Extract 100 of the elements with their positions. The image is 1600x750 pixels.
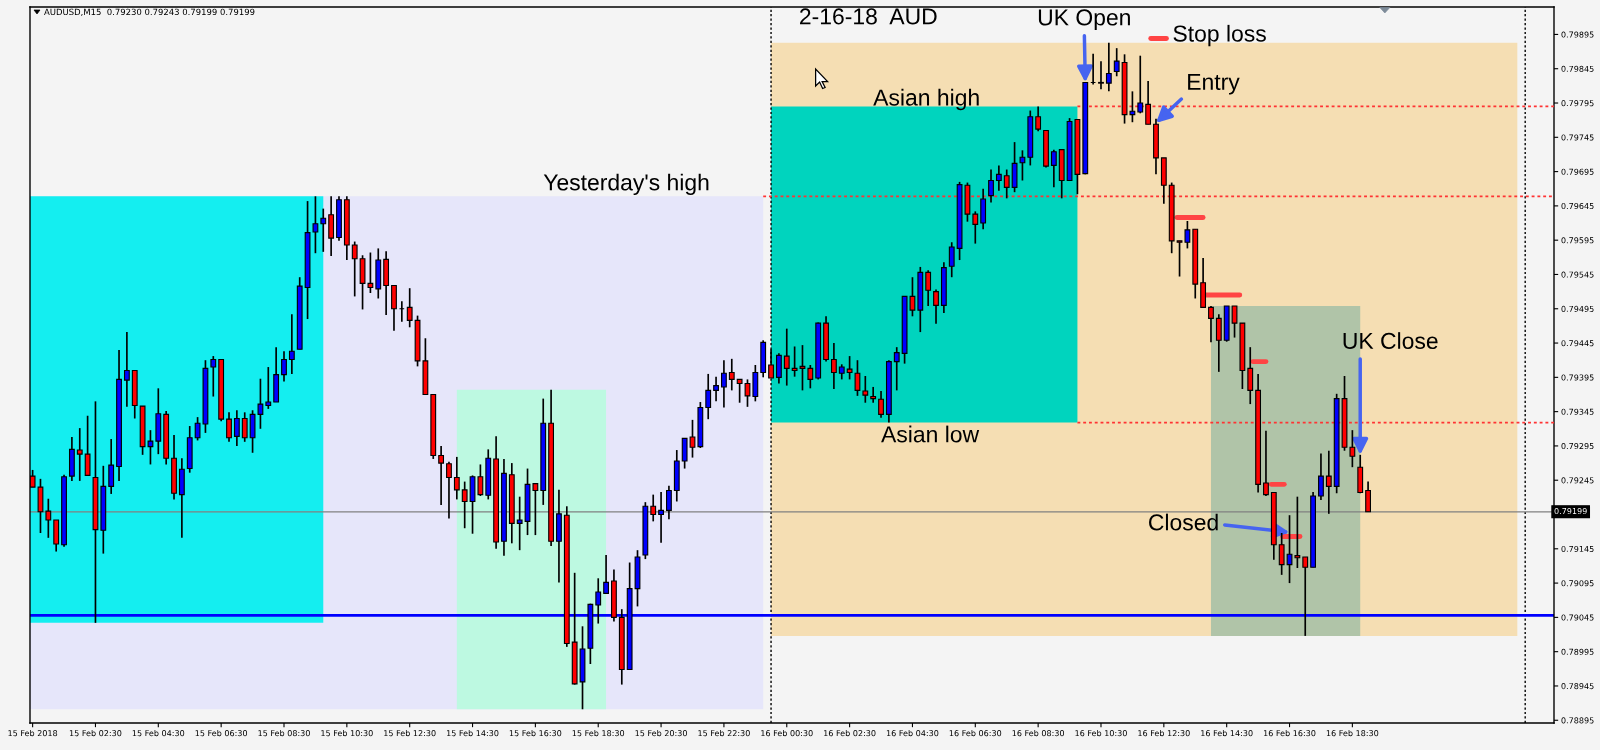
candlestick	[658, 491, 664, 544]
x-tick-label: 15 Feb 04:30	[132, 729, 185, 737]
candlestick	[226, 411, 232, 443]
y-tick-label: 0.79545	[1561, 271, 1594, 278]
candlestick	[1318, 452, 1324, 501]
annotation: Asian low	[881, 425, 980, 443]
y-tick-label: 0.79445	[1561, 340, 1594, 347]
candlestick	[893, 346, 900, 392]
x-tick-label: 15 Feb 14:30	[447, 729, 499, 737]
candlestick	[995, 164, 1002, 192]
ref-line-label: 0.79199	[1554, 508, 1587, 515]
x-tick-label: 15 Feb 18:30	[572, 729, 625, 737]
candlestick	[516, 495, 523, 552]
candlestick	[1011, 141, 1018, 194]
y-tick-label: 0.79045	[1561, 614, 1594, 621]
candlestick	[713, 375, 719, 403]
candlestick	[862, 375, 869, 404]
candlestick	[1003, 168, 1010, 200]
candlestick	[351, 240, 358, 298]
annotation: Asian high	[873, 88, 979, 111]
x-tick-label: 16 Feb 02:30	[824, 729, 876, 737]
candlestick	[53, 519, 60, 553]
candlestick	[391, 284, 397, 332]
x-tick-label: 15 Feb 10:30	[321, 729, 373, 737]
candlestick	[265, 366, 272, 410]
candlestick	[807, 364, 814, 390]
candlestick	[721, 359, 727, 409]
candlestick	[241, 411, 248, 443]
candlestick	[972, 210, 979, 245]
y-tick-label: 0.79345	[1561, 408, 1594, 415]
chart-subtitle: AUDUSD,M15 0.79230 0.79243 0.79199 0.79199	[44, 8, 255, 16]
candlestick	[84, 414, 91, 477]
x-tick-label: 15 Feb 02:30	[69, 729, 122, 737]
candlestick	[775, 352, 782, 385]
annotation: UK Open	[1038, 9, 1130, 31]
candlestick	[1105, 41, 1112, 93]
x-tick-label: 16 Feb 18:30	[1326, 729, 1379, 737]
y-tick-label: 0.79495	[1561, 305, 1594, 312]
y-tick-label: 0.79645	[1561, 202, 1594, 210]
candlestick	[461, 480, 468, 530]
candlestick	[1050, 148, 1057, 189]
candlestick	[1263, 430, 1269, 497]
candlestick	[1247, 346, 1254, 405]
candlestick	[45, 497, 52, 539]
candlestick	[328, 195, 335, 257]
x-tick-label: 16 Feb 00:30	[761, 729, 813, 737]
annotation: UK Close	[1343, 332, 1438, 349]
x-tick-label: 16 Feb 10:30	[1075, 729, 1127, 737]
y-tick-label: 0.79795	[1561, 100, 1594, 107]
x-tick-label: 16 Feb 04:30	[886, 729, 939, 737]
chart-title: 2-16-18 AUD	[800, 8, 937, 25]
candlestick	[980, 187, 987, 231]
candlestick	[830, 342, 837, 390]
candlestick	[948, 241, 955, 279]
x-tick-label: 16 Feb 14:30	[1201, 729, 1253, 737]
candlestick	[453, 456, 460, 501]
candlestick	[846, 355, 853, 381]
candlestick	[783, 327, 790, 387]
candlestick	[108, 438, 115, 495]
candlestick	[123, 331, 130, 408]
y-tick-label: 0.79695	[1561, 168, 1594, 175]
candlestick	[933, 288, 939, 325]
candlestick	[76, 427, 83, 482]
candlestick	[446, 460, 452, 520]
y-tick-label: 0.78945	[1561, 683, 1594, 690]
x-tick-label: 15 Feb 22:30	[698, 729, 750, 737]
annotation: Yesterday's high	[543, 173, 709, 196]
y-tick-label: 0.78895	[1561, 717, 1594, 724]
candlestick	[870, 386, 877, 404]
y-tick-label: 0.78995	[1561, 648, 1594, 655]
candlestick	[1278, 532, 1285, 576]
y-tick-label: 0.79295	[1561, 443, 1594, 450]
candlestick	[210, 355, 217, 398]
y-tick-label: 0.79145	[1561, 545, 1594, 552]
x-tick-label: 15 Feb 12:30	[384, 729, 436, 737]
x-tick-label: 15 Feb 16:30	[509, 729, 562, 737]
candlestick	[988, 168, 994, 204]
candlestick	[288, 313, 295, 375]
series-label: Stop loss	[1173, 24, 1266, 47]
candlestick	[233, 409, 240, 447]
candlestick	[1208, 305, 1214, 344]
candlestick	[438, 445, 445, 506]
x-tick-label: 15 Feb 2018	[8, 729, 58, 737]
candlestick	[1215, 313, 1222, 373]
candlestick	[650, 493, 657, 523]
x-tick-label: 16 Feb 12:30	[1138, 729, 1190, 737]
candlestick	[666, 484, 672, 521]
candlestick	[320, 207, 327, 253]
x-tick-label: 15 Feb 08:30	[258, 729, 310, 737]
x-tick-label: 16 Feb 06:30	[949, 729, 1002, 737]
candlestick	[705, 373, 712, 421]
x-tick-label: 15 Feb 20:30	[635, 729, 687, 737]
candlestick	[925, 269, 932, 307]
x-tick-label: 16 Feb 16:30	[1263, 729, 1316, 737]
annotation: Closed	[1149, 513, 1218, 531]
x-tick-label: 16 Feb 08:30	[1012, 729, 1065, 737]
candlestick	[728, 357, 735, 392]
candlestick	[1098, 60, 1104, 91]
y-tick-label: 0.79095	[1561, 580, 1594, 587]
y-tick-label: 0.79895	[1561, 31, 1594, 38]
